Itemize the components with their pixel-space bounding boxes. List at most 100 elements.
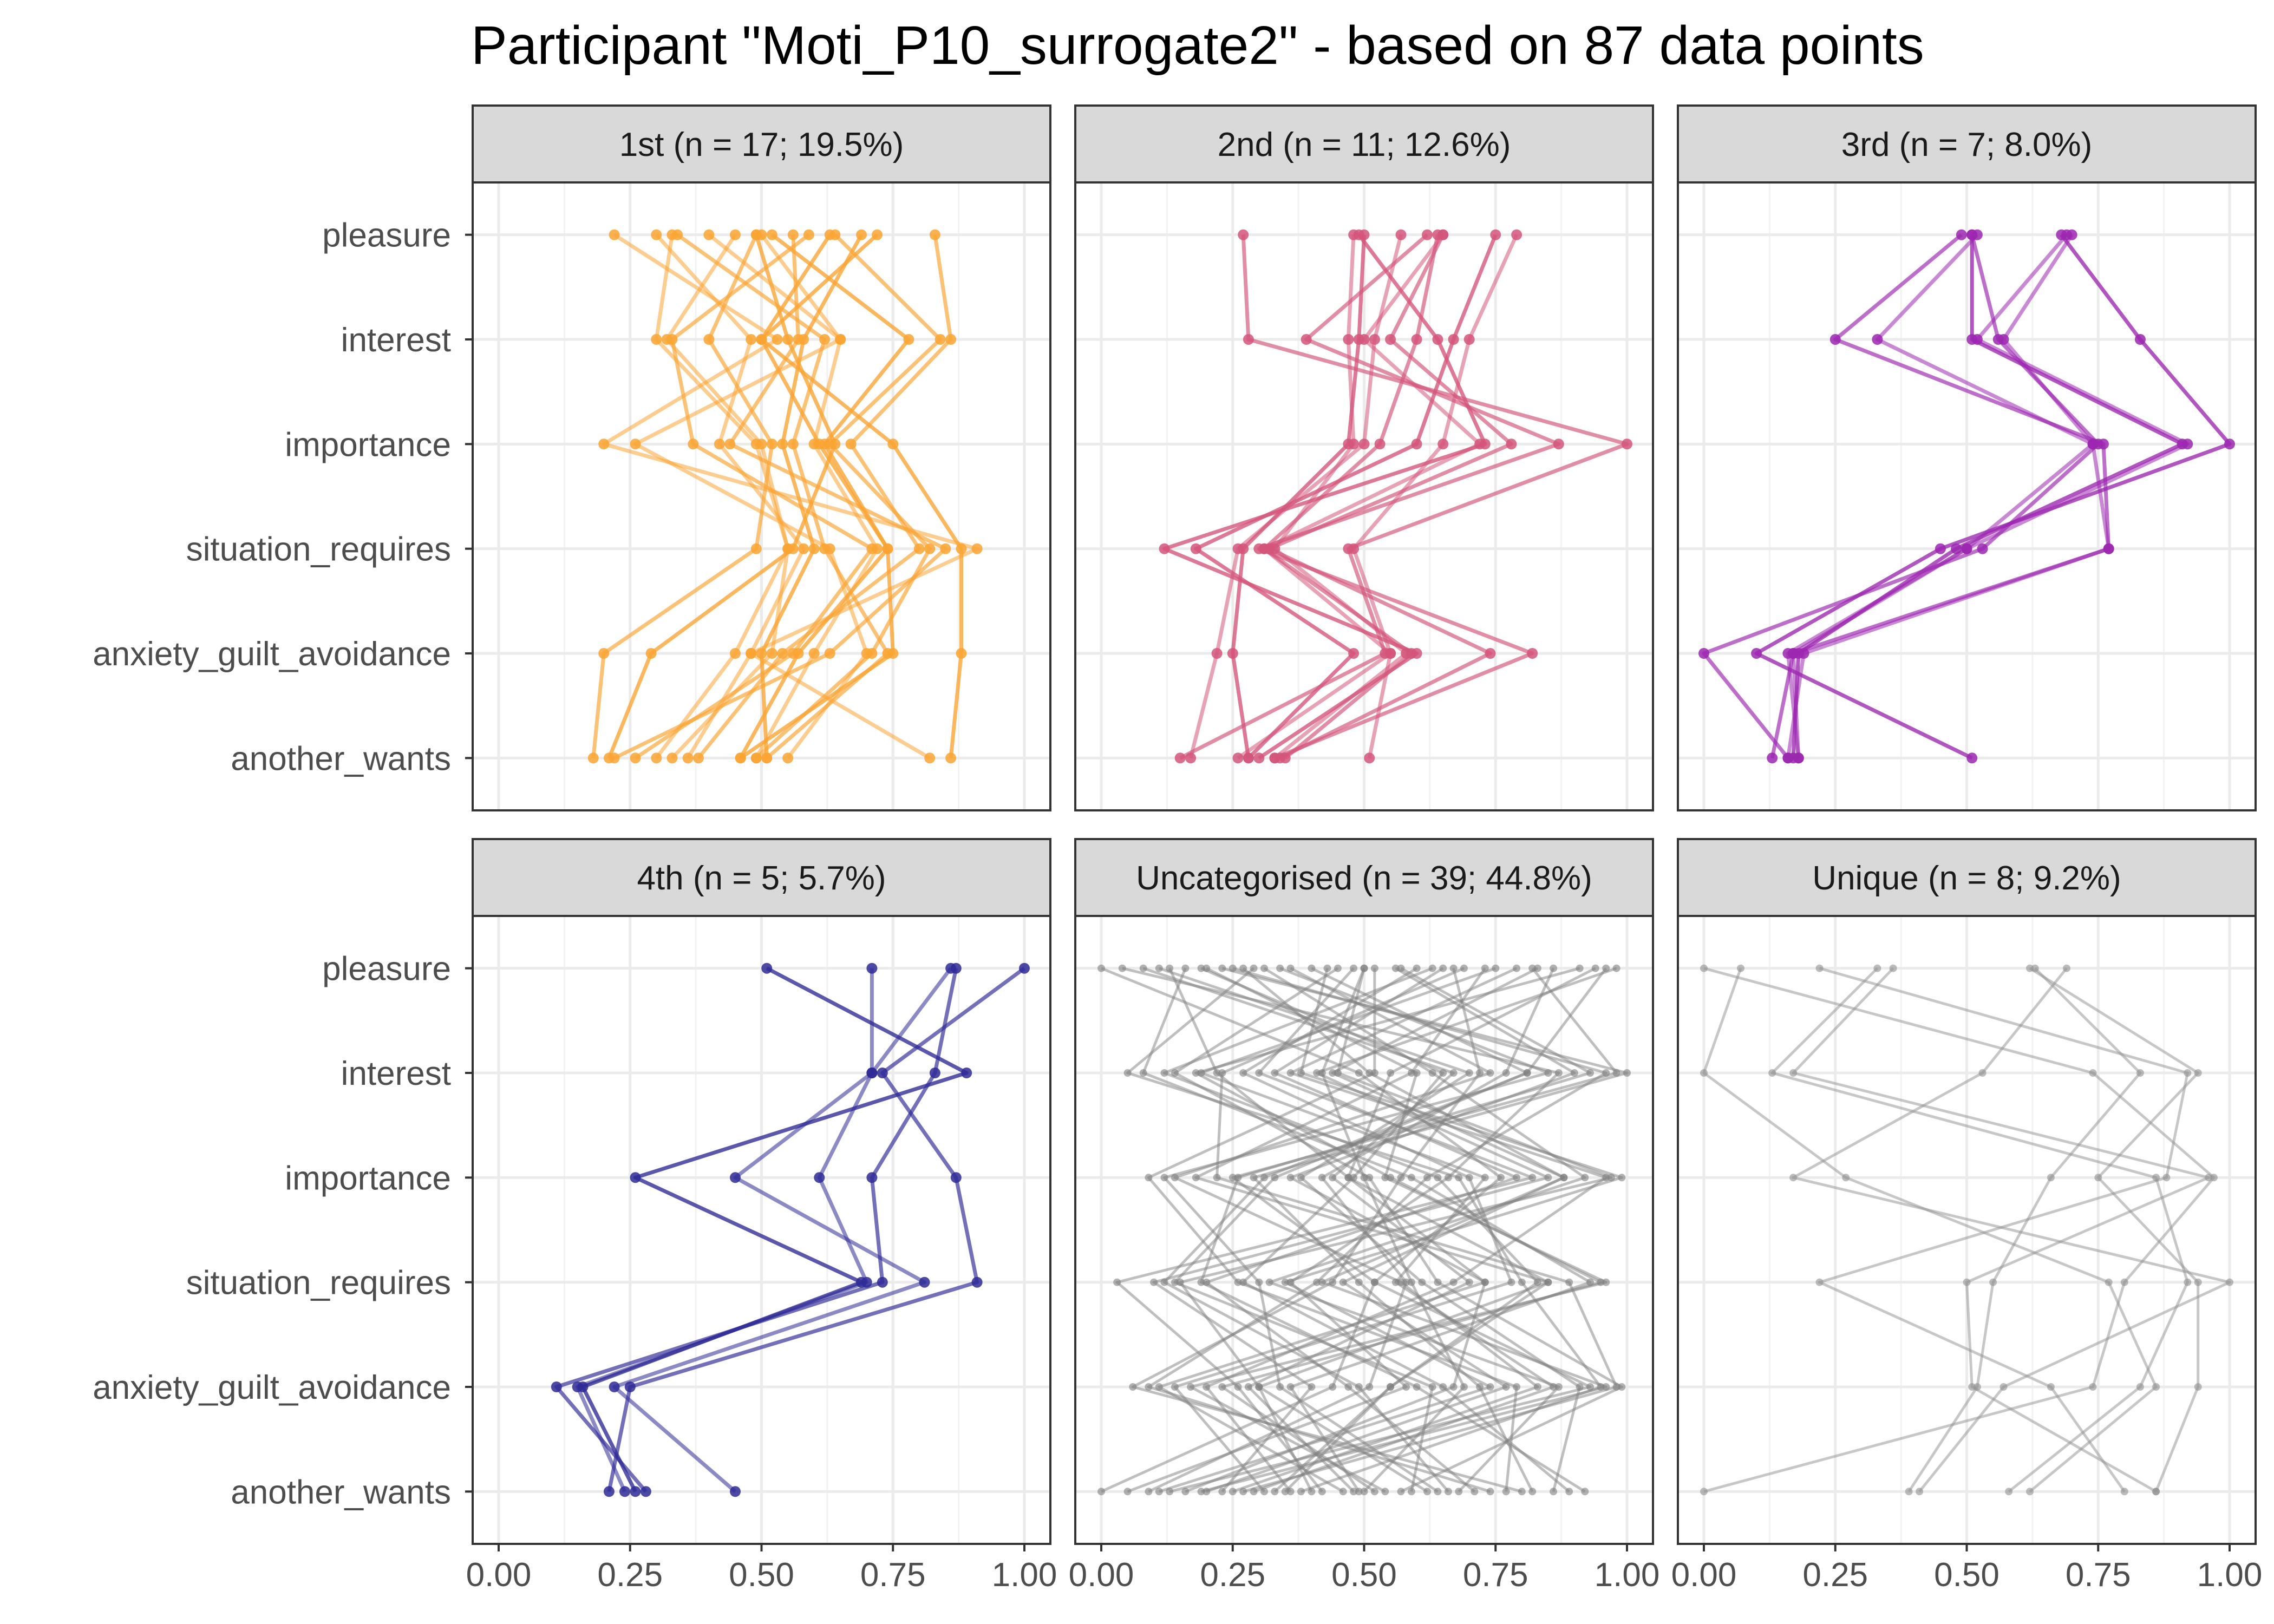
data-point: [1260, 964, 1268, 972]
data-point: [1355, 1278, 1363, 1286]
x-tick-label: 0.75: [860, 1556, 926, 1594]
data-point: [1232, 752, 1244, 764]
data-point: [1511, 229, 1522, 240]
data-point: [772, 334, 783, 345]
data-point: [1507, 1278, 1515, 1286]
data-point: [1768, 1069, 1776, 1077]
data-point: [1229, 964, 1237, 972]
x-tick-label: 0.50: [1331, 1556, 1397, 1594]
data-point: [845, 438, 857, 450]
data-point: [1782, 752, 1794, 764]
data-point: [1905, 1488, 1913, 1496]
data-point: [945, 334, 957, 345]
data-point: [1344, 1383, 1352, 1391]
data-point: [971, 1276, 983, 1288]
series-line: [1702, 234, 2100, 759]
data-point: [1255, 1069, 1263, 1077]
series-line: [1194, 234, 1498, 759]
data-point: [724, 438, 736, 450]
data-point: [1793, 752, 1804, 764]
data-point: [1449, 964, 1458, 972]
data-point: [2103, 543, 2114, 554]
series-line: [1131, 968, 1522, 1493]
data-point: [1448, 334, 1459, 345]
data-point: [1369, 334, 1380, 345]
data-point: [1145, 1174, 1153, 1182]
data-point: [1565, 1278, 1573, 1286]
data-point: [1281, 1488, 1289, 1496]
data-point: [1602, 1278, 1610, 1286]
y-tick-label: situation_requires: [186, 1265, 451, 1302]
data-point: [1873, 964, 1881, 972]
data-point: [746, 334, 757, 345]
data-point: [2194, 1069, 2202, 1077]
data-point: [2152, 1383, 2160, 1391]
data-point: [1343, 334, 1354, 345]
strip-label: 2nd (n = 11; 12.6%): [1218, 126, 1511, 163]
data-point: [1789, 1174, 1798, 1182]
data-point: [1381, 1488, 1389, 1496]
series-line: [1173, 967, 1539, 1493]
data-point: [1160, 1278, 1168, 1286]
data-point: [1428, 964, 1436, 972]
panels-layer: 1st (n = 17; 19.5%) pleasure interest impor…: [93, 104, 2262, 1594]
data-point: [1360, 1488, 1368, 1496]
data-point: [1591, 964, 1599, 972]
data-point: [1437, 438, 1449, 450]
data-point: [1449, 1069, 1458, 1077]
data-point: [630, 438, 641, 450]
data-point: [1502, 1383, 1510, 1391]
data-point: [2120, 1488, 2128, 1496]
series-line: [1786, 233, 2111, 758]
x-tick-label: 0.25: [1802, 1556, 1868, 1594]
strip-label: 1st (n = 17; 19.5%): [619, 126, 904, 163]
data-point: [787, 229, 799, 240]
data-point: [1465, 1069, 1473, 1077]
data-point: [1203, 964, 1211, 972]
strip-label: Unique (n = 8; 9.2%): [1812, 860, 2121, 897]
data-point: [1966, 334, 1978, 345]
series-line: [1115, 967, 1534, 1492]
strip-label: 3rd (n = 7; 8.0%): [1841, 126, 2093, 163]
data-point: [645, 648, 657, 659]
data-point: [1329, 1069, 1337, 1077]
data-point: [1449, 1278, 1458, 1286]
data-point: [1565, 1488, 1573, 1496]
data-point: [640, 1486, 651, 1497]
data-point: [1239, 1069, 1247, 1077]
data-point: [929, 229, 940, 240]
data-point: [1118, 964, 1126, 972]
data-point: [1213, 1069, 1221, 1077]
data-point: [1523, 1069, 1531, 1077]
series-line: [1754, 233, 2232, 760]
data-point: [1528, 1174, 1537, 1182]
data-point: [1550, 1383, 1558, 1391]
data-point: [2120, 1278, 2128, 1286]
data-point: [2136, 1383, 2144, 1391]
data-point: [913, 543, 925, 554]
series-line: [739, 233, 890, 759]
data-point: [2056, 229, 2067, 240]
x-tick-label: 0.00: [466, 1556, 532, 1594]
series-line: [760, 234, 864, 758]
data-point: [777, 438, 788, 450]
data-point: [1229, 1174, 1237, 1182]
data-point: [1989, 1278, 1997, 1286]
y-tick-label: anxiety_guilt_avoidance: [93, 636, 451, 673]
data-point: [2089, 1069, 2097, 1077]
data-point: [1767, 752, 1778, 764]
data-point: [651, 752, 662, 764]
x-tick-label: 0.50: [1934, 1556, 1999, 1594]
data-point: [824, 648, 835, 659]
data-point: [1407, 1278, 1415, 1286]
data-point: [1318, 1488, 1326, 1496]
data-point: [1203, 1488, 1211, 1496]
data-point: [1973, 1383, 1981, 1391]
data-point: [598, 648, 610, 659]
data-point: [1343, 543, 1354, 554]
data-point: [1276, 1383, 1284, 1391]
data-point: [887, 438, 899, 450]
series-line: [1189, 967, 1608, 1493]
series-line: [1147, 967, 1608, 1493]
data-point: [1339, 1278, 1347, 1286]
